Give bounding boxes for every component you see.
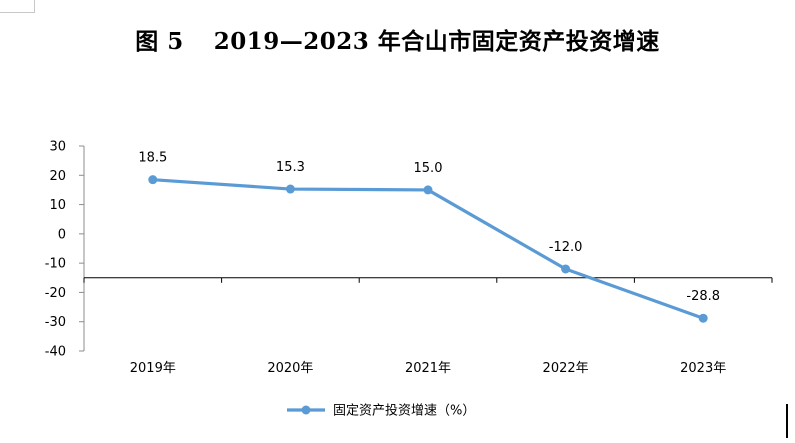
y-tick-label: -40	[45, 345, 66, 360]
data-label: 15.0	[414, 161, 443, 176]
y-tick-label: 30	[49, 140, 66, 155]
series-line	[151, 178, 705, 320]
y-tick-label: -30	[45, 315, 66, 330]
figure-number: 图 5	[135, 28, 184, 55]
data-label: 18.5	[138, 151, 167, 166]
chart-title: 图 5 2019—2023 年合山市固定资产投资增速	[0, 22, 795, 56]
y-tick-label: -20	[45, 286, 66, 301]
y-tick-label: -10	[45, 257, 66, 272]
y-axis-tick-marks	[79, 145, 84, 352]
y-tick-label: 20	[49, 169, 66, 184]
data-point	[148, 175, 158, 185]
y-axis-tick-labels: 30 20 10 0 -10 -20 -30 -40	[45, 140, 66, 360]
data-point	[285, 184, 295, 194]
data-point	[423, 185, 433, 195]
edge-marker	[786, 404, 788, 438]
data-point	[561, 264, 571, 274]
y-tick-label: 10	[49, 198, 66, 213]
x-tick-label: 2020年	[267, 361, 313, 376]
corner-crop-mark	[0, 0, 35, 13]
data-label: -28.8	[686, 289, 720, 304]
x-axis-tick-marks	[83, 277, 773, 283]
data-point	[698, 313, 708, 323]
x-tick-label: 2021年	[405, 361, 451, 376]
x-tick-label: 2022年	[543, 361, 589, 376]
x-tick-label: 2023年	[680, 361, 726, 376]
data-label: 15.3	[276, 160, 305, 175]
figure-title-text: 2019—2023 年合山市固定资产投资增速	[213, 28, 660, 55]
legend: 固定资产投资增速（%）	[287, 403, 475, 419]
data-labels: 18.5 15.3 15.0 -12.0 -28.8	[138, 151, 720, 305]
x-tick-label: 2019年	[130, 361, 176, 376]
legend-marker	[301, 405, 311, 415]
x-axis-tick-labels: 2019年 2020年 2021年 2022年 2023年	[130, 361, 726, 376]
data-points	[148, 175, 708, 323]
y-tick-label: 0	[58, 227, 66, 242]
data-label: -12.0	[549, 240, 583, 255]
legend-label: 固定资产投资增速（%）	[333, 403, 475, 419]
